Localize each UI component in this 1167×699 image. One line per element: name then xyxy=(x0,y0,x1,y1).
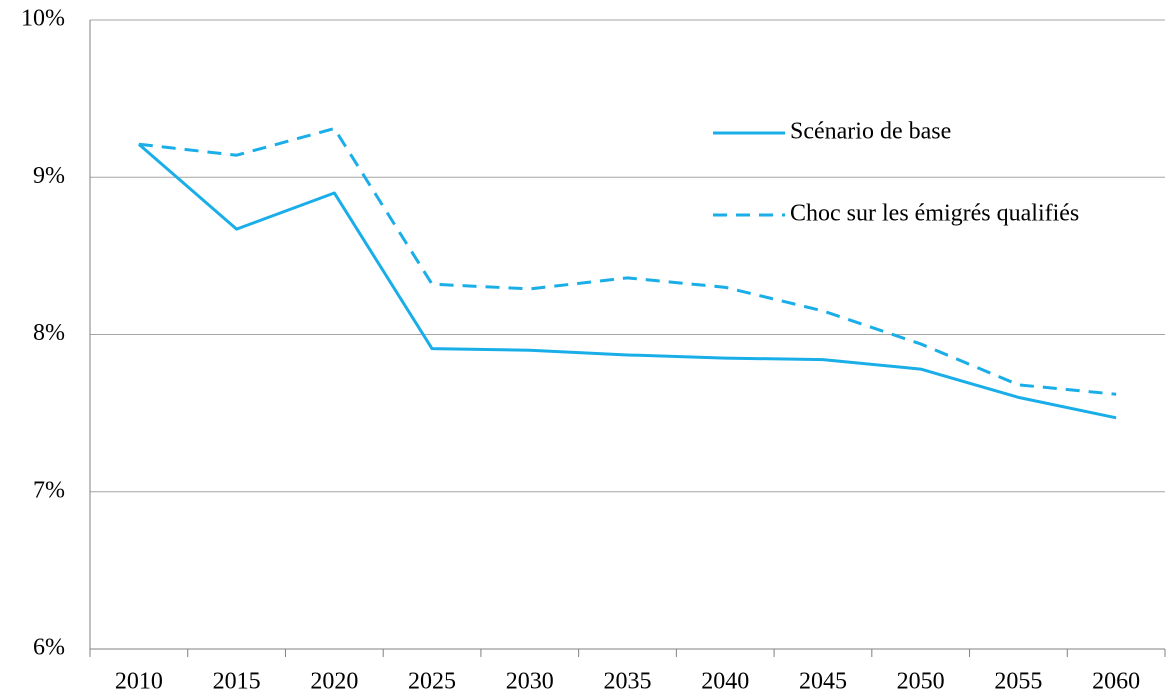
legend-label: Choc sur les émigrés qualifiés xyxy=(790,201,1079,227)
x-tick-label: 2020 xyxy=(310,669,358,695)
line-series xyxy=(138,127,1117,396)
line-series xyxy=(137,143,1117,420)
x-tick-label: 2040 xyxy=(701,669,749,695)
y-tick-label: 9% xyxy=(33,163,65,189)
x-tick-label: 2010 xyxy=(115,669,163,695)
x-tick-label: 2015 xyxy=(213,669,261,695)
x-tick-label: 2025 xyxy=(408,669,456,695)
y-tick-label: 7% xyxy=(33,477,65,503)
y-tick-label: 6% xyxy=(33,635,65,661)
x-tick-label: 2045 xyxy=(799,669,847,695)
legend-label: Scénario de base xyxy=(790,119,951,145)
y-tick-label: 10% xyxy=(21,6,65,32)
x-tick-label: 2050 xyxy=(897,669,945,695)
x-tick-label: 2035 xyxy=(604,669,652,695)
x-tick-label: 2055 xyxy=(994,669,1042,695)
x-tick-label: 2060 xyxy=(1092,669,1140,695)
y-tick-label: 8% xyxy=(33,320,65,346)
x-tick-label: 2030 xyxy=(506,669,554,695)
